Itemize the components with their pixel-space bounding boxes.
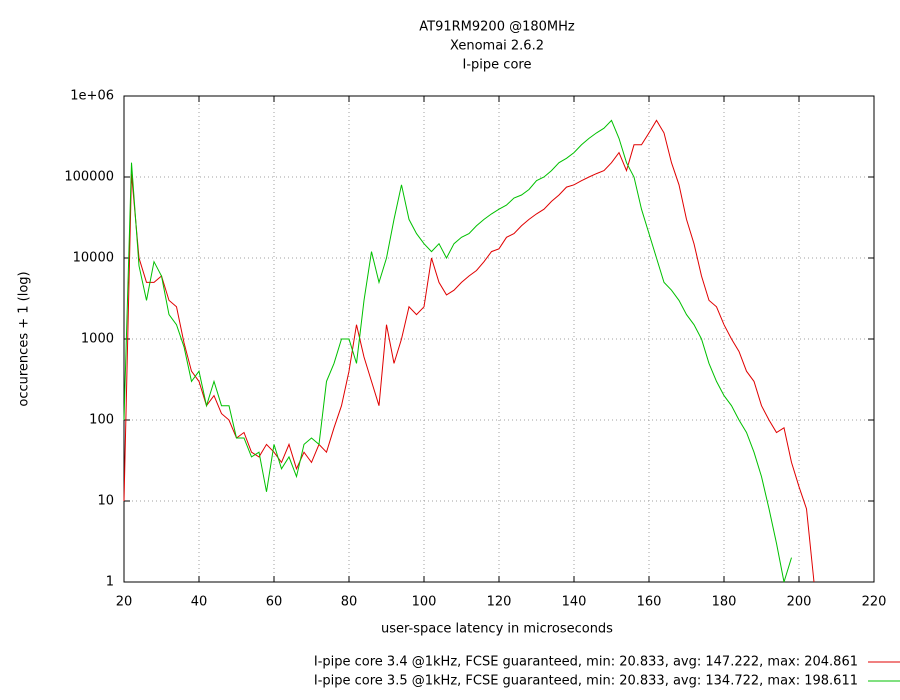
- x-tick-label: 20: [116, 595, 133, 610]
- x-axis-label: user-space latency in microseconds: [381, 622, 613, 637]
- chart-title: AT91RM9200 @180MHz: [419, 20, 575, 35]
- x-tick-label: 120: [487, 595, 512, 610]
- y-tick-label: 1e+06: [70, 89, 114, 104]
- chart-subtitle: Xenomai 2.6.2: [450, 39, 544, 54]
- x-tick-label: 140: [562, 595, 587, 610]
- chart-subtitle: I-pipe core: [463, 58, 532, 73]
- series-line: [123, 119, 815, 583]
- y-tick-label: 100: [89, 413, 114, 428]
- x-tick-label: 40: [191, 595, 208, 610]
- y-axis-label: occurences + 1 (log): [17, 271, 32, 406]
- y-tick-label: 100000: [64, 170, 114, 185]
- y-tick-label: 10: [97, 494, 114, 509]
- y-tick-label: 10000: [73, 251, 114, 266]
- x-tick-label: 180: [712, 595, 737, 610]
- x-tick-label: 200: [787, 595, 812, 610]
- x-tick-label: 160: [637, 595, 662, 610]
- x-tick-label: 60: [266, 595, 283, 610]
- x-tick-label: 100: [412, 595, 437, 610]
- y-tick-label: 1000: [81, 332, 114, 347]
- legend-label: I-pipe core 3.5 @1kHz, FCSE guaranteed, …: [314, 674, 858, 689]
- x-tick-label: 220: [862, 595, 887, 610]
- y-tick-label: 1: [106, 575, 114, 590]
- x-tick-label: 80: [341, 595, 358, 610]
- series-line: [123, 119, 792, 583]
- legend-label: I-pipe core 3.4 @1kHz, FCSE guaranteed, …: [314, 655, 858, 670]
